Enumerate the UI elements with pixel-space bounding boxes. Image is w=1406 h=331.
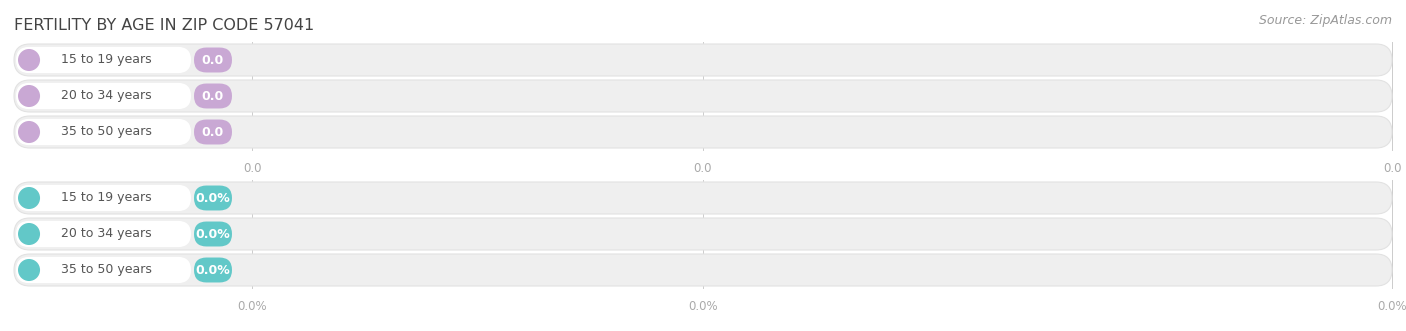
Circle shape bbox=[18, 85, 39, 107]
Text: 0.0%: 0.0% bbox=[1378, 300, 1406, 313]
Circle shape bbox=[18, 223, 39, 245]
Text: 20 to 34 years: 20 to 34 years bbox=[62, 89, 152, 103]
FancyBboxPatch shape bbox=[194, 221, 232, 247]
FancyBboxPatch shape bbox=[194, 48, 232, 72]
FancyBboxPatch shape bbox=[15, 47, 191, 73]
Text: 15 to 19 years: 15 to 19 years bbox=[62, 192, 152, 205]
FancyBboxPatch shape bbox=[194, 83, 232, 109]
Text: 20 to 34 years: 20 to 34 years bbox=[62, 227, 152, 241]
FancyBboxPatch shape bbox=[14, 44, 1392, 76]
FancyBboxPatch shape bbox=[194, 119, 232, 144]
FancyBboxPatch shape bbox=[15, 119, 191, 145]
Text: 0.0%: 0.0% bbox=[195, 192, 231, 205]
FancyBboxPatch shape bbox=[14, 218, 1392, 250]
Text: 0.0: 0.0 bbox=[693, 162, 713, 175]
FancyBboxPatch shape bbox=[14, 182, 1392, 214]
Circle shape bbox=[18, 259, 39, 281]
FancyBboxPatch shape bbox=[15, 257, 191, 283]
FancyBboxPatch shape bbox=[194, 258, 232, 282]
Text: FERTILITY BY AGE IN ZIP CODE 57041: FERTILITY BY AGE IN ZIP CODE 57041 bbox=[14, 18, 315, 33]
FancyBboxPatch shape bbox=[14, 116, 1392, 148]
Text: 0.0%: 0.0% bbox=[238, 300, 267, 313]
Text: 35 to 50 years: 35 to 50 years bbox=[62, 263, 152, 276]
Text: 0.0: 0.0 bbox=[202, 54, 224, 67]
Text: 0.0: 0.0 bbox=[1382, 162, 1402, 175]
Text: 0.0: 0.0 bbox=[202, 89, 224, 103]
FancyBboxPatch shape bbox=[15, 221, 191, 247]
FancyBboxPatch shape bbox=[14, 80, 1392, 112]
Text: 15 to 19 years: 15 to 19 years bbox=[62, 54, 152, 67]
Circle shape bbox=[18, 49, 39, 71]
Text: 0.0: 0.0 bbox=[202, 125, 224, 138]
FancyBboxPatch shape bbox=[15, 185, 191, 211]
Text: 0.0%: 0.0% bbox=[195, 227, 231, 241]
Text: 35 to 50 years: 35 to 50 years bbox=[62, 125, 152, 138]
FancyBboxPatch shape bbox=[15, 83, 191, 109]
FancyBboxPatch shape bbox=[194, 185, 232, 211]
Circle shape bbox=[18, 187, 39, 209]
Text: 0.0%: 0.0% bbox=[195, 263, 231, 276]
FancyBboxPatch shape bbox=[14, 254, 1392, 286]
Text: 0.0: 0.0 bbox=[243, 162, 262, 175]
Text: Source: ZipAtlas.com: Source: ZipAtlas.com bbox=[1258, 14, 1392, 27]
Text: 0.0%: 0.0% bbox=[688, 300, 718, 313]
Circle shape bbox=[18, 121, 39, 143]
